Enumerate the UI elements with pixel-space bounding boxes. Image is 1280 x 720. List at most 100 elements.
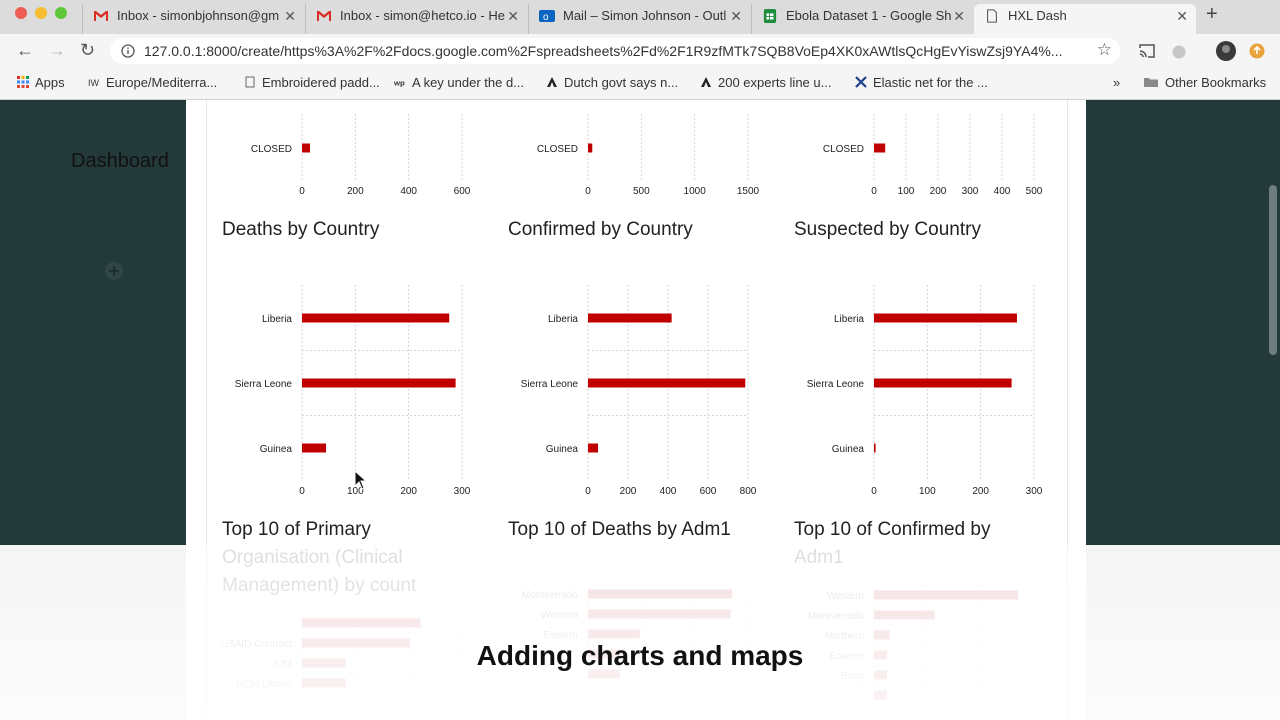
bar	[588, 378, 746, 388]
bookmark-label: Other Bookmarks	[1165, 75, 1267, 90]
bookmark-other[interactable]: Other Bookmarks	[1143, 75, 1266, 90]
avatar[interactable]	[1216, 41, 1236, 61]
bookmark-elastic[interactable]: Elastic net for the ...	[855, 75, 988, 90]
tick-label: 300	[1026, 486, 1043, 497]
close-tab-icon[interactable]: ✕	[730, 8, 742, 24]
bookmark-embroidered[interactable]: Embroidered padd...	[244, 75, 380, 90]
bar	[302, 313, 450, 323]
add-icon[interactable]	[105, 262, 123, 280]
tick-label: 1500	[737, 186, 760, 197]
outlook-icon: o	[539, 10, 555, 23]
tab-outlook[interactable]: o Mail – Simon Johnson - Outl ✕	[528, 4, 750, 34]
tab-label: Inbox - simon@hetco.io - He	[340, 8, 505, 23]
chart-0: CLOSED 0 200 400 600	[251, 114, 471, 197]
bar	[874, 378, 1012, 388]
page-icon	[987, 9, 997, 23]
bookmark-apps[interactable]: Apps	[17, 75, 65, 90]
tab-label: Ebola Dataset 1 - Google Sh	[786, 8, 952, 23]
bookmark-label: Elastic net for the ...	[873, 75, 988, 90]
new-tab-icon[interactable]: +	[1206, 3, 1218, 25]
bookmark-key[interactable]: wp A key under the d...	[394, 75, 524, 90]
category-label: Guinea	[546, 444, 579, 455]
tick-label: 0	[871, 486, 877, 497]
category-label: Liberia	[262, 314, 292, 325]
bookmark-dutch[interactable]: Dutch govt says n...	[546, 75, 678, 90]
tick-label: 800	[740, 486, 757, 497]
close-tab-icon[interactable]: ✕	[284, 8, 296, 24]
tick-label: 500	[633, 186, 650, 197]
bookmark-star-icon[interactable]: ☆	[1096, 40, 1112, 59]
browser-chrome: Inbox - simonbjohnson@gm ✕ Inbox - simon…	[0, 0, 1280, 100]
category-label: CLOSED	[537, 144, 578, 155]
bar	[302, 378, 456, 388]
minimize-window-icon[interactable]	[35, 7, 47, 19]
category-label: Sierra Leone	[807, 379, 865, 390]
category-label: Western	[827, 591, 864, 602]
tick-label: 300	[962, 186, 979, 197]
bookmark-europe[interactable]: IW Europe/Mediterra...	[88, 75, 217, 90]
site-favicon: wp	[394, 78, 405, 87]
close-window-icon[interactable]	[15, 7, 27, 19]
site-favicon: IW	[88, 78, 100, 88]
back-icon[interactable]: ←	[16, 40, 34, 60]
tick-label: 200	[620, 486, 637, 497]
toolbar: ← → ↻ 127.0.0.1:8000/create/https%3A%2F%…	[0, 34, 1280, 68]
chart-title-confirmed-adm1: Top 10 of Confirmed by	[794, 519, 991, 540]
category-label: Montserrado	[522, 590, 579, 601]
bookmark-label: Embroidered padd...	[262, 75, 380, 90]
tick-label: 300	[454, 486, 471, 497]
bar	[588, 143, 593, 153]
chart-2: CLOSED 0 100 200 300 400 500	[823, 114, 1043, 197]
tick-label: 100	[347, 486, 364, 497]
bookmark-experts[interactable]: 200 experts line u...	[700, 75, 831, 90]
bar	[588, 629, 640, 639]
category-label: Sierra Leone	[521, 379, 579, 390]
tick-label: 0	[871, 186, 877, 197]
tab-label: HXL Dash	[1008, 8, 1067, 23]
scrollbar[interactable]	[1269, 185, 1277, 355]
category-label: CLOSED	[823, 144, 864, 155]
tab-label: Mail – Simon Johnson - Outl	[563, 8, 727, 23]
forward-icon[interactable]: →	[48, 40, 66, 60]
bar	[588, 589, 733, 599]
bookmarks-bar: Apps IW Europe/Mediterra... Embroidered p…	[0, 68, 1280, 100]
site-favicon	[547, 77, 557, 87]
chart-3: Liberia Sierra Leone Guinea 0 100 200 300	[235, 285, 471, 497]
extension-icon[interactable]	[1171, 44, 1187, 60]
svg-text:o: o	[543, 12, 549, 23]
category-label: CLOSED	[251, 144, 292, 155]
tick-label: 400	[994, 186, 1011, 197]
folder-icon	[1144, 78, 1158, 87]
reload-icon[interactable]: ↻	[80, 40, 96, 60]
bar	[302, 678, 346, 688]
page-title: Dashboard	[71, 150, 169, 172]
tab-hxl-dash[interactable]: HXL Dash ✕	[974, 4, 1196, 34]
chart-panel: Deaths by Country Confirmed by Country S…	[186, 100, 1086, 720]
tick-label: 0	[585, 486, 591, 497]
tick-label: 200	[930, 186, 947, 197]
bar	[302, 143, 310, 153]
chart-5: Liberia Sierra Leone Guinea 0 100 200 300	[807, 285, 1043, 497]
tab-sheets[interactable]: Ebola Dataset 1 - Google Sh ✕	[751, 4, 973, 34]
tab-gmail-2[interactable]: Inbox - simon@hetco.io - He ✕	[305, 4, 527, 34]
address-bar[interactable]: 127.0.0.1:8000/create/https%3A%2F%2Fdocs…	[110, 38, 1120, 64]
bookmark-label: Apps	[35, 75, 65, 90]
close-tab-icon[interactable]: ✕	[507, 8, 519, 24]
apps-grid-icon	[17, 76, 29, 88]
chart-1: CLOSED 0 500 1000 1500	[537, 114, 760, 197]
tab-gmail-1[interactable]: Inbox - simonbjohnson@gm ✕	[82, 4, 304, 34]
bar	[874, 610, 935, 620]
update-icon[interactable]	[1249, 43, 1265, 59]
chart-panel-inner	[206, 100, 1068, 720]
close-tab-icon[interactable]: ✕	[1176, 8, 1188, 24]
bookmarks-overflow[interactable]: »	[1113, 75, 1121, 90]
close-tab-icon[interactable]: ✕	[953, 8, 965, 24]
maximize-window-icon[interactable]	[55, 7, 67, 19]
cast-icon[interactable]	[1139, 44, 1155, 58]
bar	[302, 443, 326, 453]
gmail-icon	[94, 11, 108, 21]
bar	[874, 690, 887, 700]
video-caption: Adding charts and maps	[476, 640, 804, 671]
category-label: Bong	[841, 671, 864, 682]
